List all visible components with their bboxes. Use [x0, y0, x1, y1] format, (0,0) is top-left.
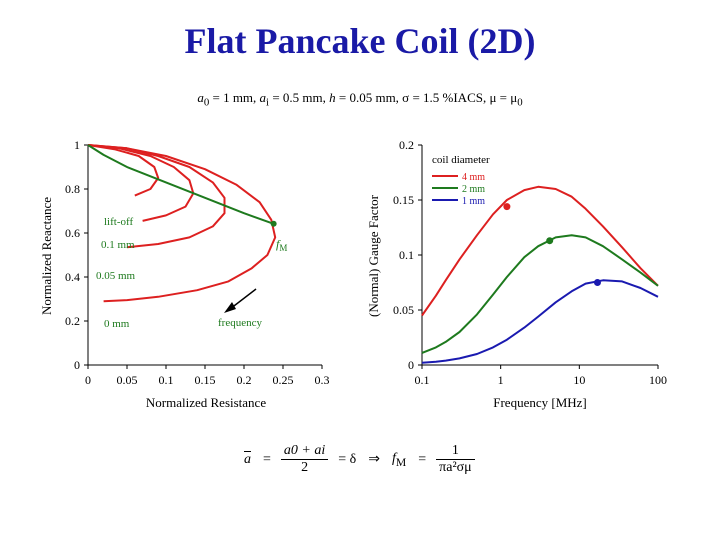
c1-ylabel: Normalized Reactance [39, 197, 54, 315]
c2-marker-2 [593, 279, 601, 286]
c1-xtick-label: 0 [85, 373, 91, 387]
c1-ytick-label: 1 [74, 138, 80, 152]
c1-liftoff-label: lift-off [104, 216, 133, 228]
c2-ytick-label: 0 [408, 358, 414, 372]
c2-ytick-label: 0.05 [393, 303, 414, 317]
ai-symbol: a [259, 90, 267, 105]
c1-label-0mm: 0 mm [104, 318, 130, 330]
formula-den2: πa²σμ [439, 460, 472, 475]
formula-fm: fM [391, 450, 407, 469]
c2-marker-1 [546, 237, 554, 245]
c1-fm-marker [270, 220, 277, 227]
formula-implies: ⇒ [368, 452, 380, 467]
c2-xlabel: Frequency [MHz] [493, 395, 587, 410]
c1-frequency-label: frequency [218, 317, 262, 329]
c1-ytick-label: 0.6 [65, 226, 80, 240]
c2-legend-4mm: 4 mm [462, 172, 485, 183]
c1-xtick-label: 0.1 [159, 373, 174, 387]
c1-ytick-label: 0.4 [65, 270, 80, 284]
formula: a = a0 + ai 2 = δ ⇒ fM = 1 πa²σμ [238, 443, 479, 476]
formula-fraction-1: a0 + ai 2 [280, 443, 329, 476]
c1-series-0.1-mm [87, 144, 195, 222]
c2-legend-title: coil diameter [432, 154, 490, 166]
slide-title: Flat Pancake Coil (2D) [184, 21, 536, 61]
c1-ytick-label: 0 [74, 358, 80, 372]
formula-delta: = δ [338, 451, 357, 467]
c1-xtick-label: 0.25 [273, 373, 294, 387]
mu-subscript: 0 [517, 96, 523, 109]
c2-xtick-label: 10 [573, 373, 585, 387]
c1-xlabel: Normalized Resistance [146, 395, 266, 410]
ai-subscript: i [266, 96, 270, 109]
c1-ytick-label: 0.2 [65, 314, 80, 328]
h-symbol: h [329, 90, 336, 105]
c1-xtick-label: 0.3 [315, 373, 330, 387]
formula-den1: 2 [301, 460, 309, 475]
c2-legend-2mm: 2 mm [462, 184, 485, 195]
h-value: = 0.05 mm, σ = 1.5 %IACS, μ = μ [335, 90, 518, 105]
c1-xtick-label: 0.15 [195, 373, 216, 387]
c1-series-0-mm [87, 144, 277, 303]
frequency-arrow [224, 288, 257, 313]
c1-fm-label: fM [276, 237, 287, 253]
c1-label-0.05mm: 0.05 mm [96, 270, 136, 282]
c2-series-4-mm [421, 185, 659, 317]
ai-value: = 0.5 mm, [269, 90, 330, 105]
c1-ytick-label: 0.8 [65, 182, 80, 196]
c2-xtick-label: 0.1 [415, 373, 430, 387]
formula-eq2: = [418, 451, 427, 467]
c1-xtick-label: 0.05 [117, 373, 138, 387]
a0-symbol: a [197, 90, 204, 105]
formula-abar: a [244, 451, 251, 467]
c2-ytick-label: 0.2 [399, 138, 414, 152]
a0-value: = 1 mm, [209, 90, 260, 105]
c2-ylabel: (Normal) Gauge Factor [366, 194, 381, 317]
c2-series-1-mm [421, 279, 659, 364]
c2-marker-0 [503, 203, 511, 211]
c2-series-2-mm [421, 234, 659, 354]
formula-fraction-2: 1 πa²σμ [436, 443, 475, 476]
a0-subscript: 0 [203, 96, 210, 109]
c2-legend-1mm: 1 mm [462, 196, 485, 207]
c2-ytick-label: 0.15 [393, 193, 414, 207]
c2-xtick-label: 1 [498, 373, 504, 387]
c1-series-lift-off [87, 144, 274, 225]
c1-label-0.1mm: 0.1 mm [101, 239, 135, 251]
c2-ytick-label: 0.1 [399, 248, 414, 262]
formula-num2: 1 [436, 443, 475, 460]
c1-series-0.05-mm [87, 144, 226, 249]
parameter-line: a0 = 1 mm, ai = 0.5 mm, h = 0.05 mm, σ =… [0, 90, 720, 109]
c1-xtick-label: 0.2 [237, 373, 252, 387]
c1-series-0.2-mm [87, 144, 160, 197]
formula-num1: a0 + ai [280, 443, 329, 460]
formula-eq1: = [263, 451, 271, 467]
c2-xtick-label: 100 [649, 373, 667, 387]
